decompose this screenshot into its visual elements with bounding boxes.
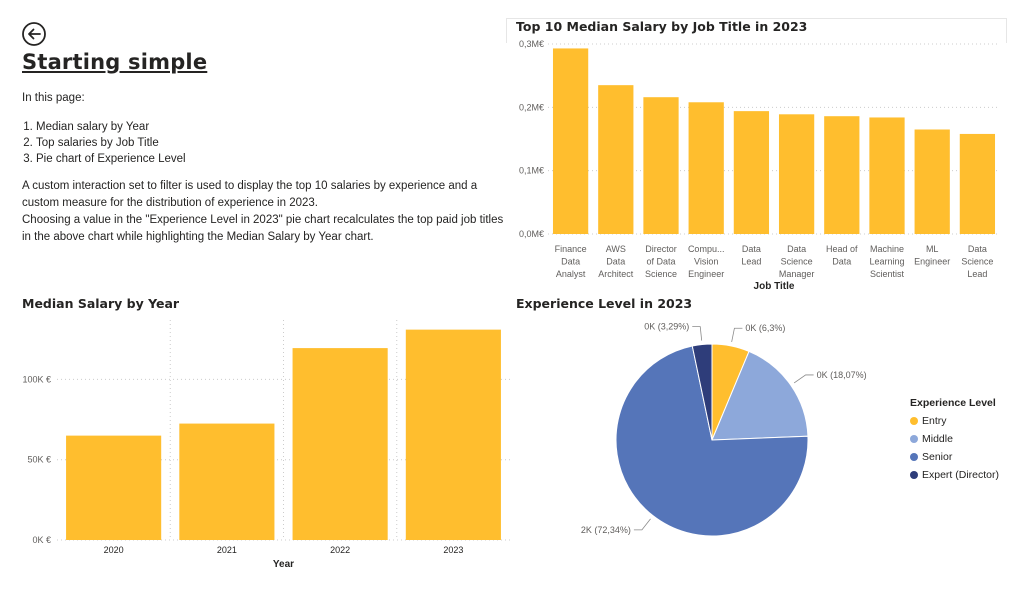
- back-arrow-icon[interactable]: [21, 21, 47, 47]
- legend-item[interactable]: Entry: [910, 415, 999, 427]
- list-item: Pie chart of Experience Level: [36, 151, 186, 167]
- x-tick-label: Lead: [967, 269, 987, 279]
- y-tick-label: 0,1M€: [519, 166, 544, 176]
- x-axis-label: Job Title: [754, 281, 795, 292]
- leader-line: [633, 518, 651, 531]
- legend-item[interactable]: Expert (Director): [910, 469, 999, 481]
- legend-swatch: [910, 453, 918, 461]
- bar[interactable]: [824, 116, 860, 234]
- bar[interactable]: [733, 111, 770, 234]
- page-title: Starting simple: [22, 50, 208, 74]
- legend-title: Experience Level: [910, 397, 996, 409]
- x-tick-label: AWS: [606, 244, 626, 254]
- data-label: 0K (6,3%): [745, 323, 785, 333]
- y-tick-label: 0,0M€: [519, 229, 544, 239]
- x-tick-label: of Data: [646, 257, 675, 267]
- intro-text: In this page:: [22, 92, 85, 104]
- description-paragraph: Choosing a value in the "Experience Leve…: [22, 214, 504, 243]
- experience-pie-chart[interactable]: 0K (6,3%) 0K (18,07%) 2K (72,34%) 0K (3,29%…: [560, 318, 900, 568]
- bar[interactable]: [959, 133, 996, 234]
- bar[interactable]: [66, 435, 162, 540]
- x-tick-label: Compu...: [688, 244, 725, 254]
- x-tick-label: Data: [787, 244, 806, 254]
- legend-swatch: [910, 435, 918, 443]
- pie-slice[interactable]: [615, 345, 809, 537]
- leader-line: [692, 326, 703, 341]
- pie-slice[interactable]: [711, 350, 809, 441]
- data-label: 2K (72,34%): [581, 525, 631, 535]
- bar[interactable]: [552, 48, 589, 234]
- x-tick-label: Science: [781, 257, 813, 267]
- job-title-bar-chart[interactable]: 0,0M€ 0,1M€ 0,2M€ 0,3M€ Finance Data Analyst AW…: [506, 34, 1006, 294]
- x-tick-label: Data: [968, 244, 987, 254]
- pie-slice[interactable]: [691, 343, 713, 441]
- x-tick-label: Finance: [555, 244, 587, 254]
- y-tick-label: 100K €: [22, 374, 51, 384]
- x-tick-label: Engineer: [914, 257, 950, 267]
- data-label: 0K (18,07%): [817, 370, 867, 380]
- legend-swatch: [910, 417, 918, 425]
- x-tick-label: Science: [645, 269, 677, 279]
- bar[interactable]: [643, 97, 679, 234]
- x-tick-label: Scientist: [870, 269, 905, 279]
- bar[interactable]: [179, 423, 275, 540]
- x-tick-label: Architect: [598, 269, 634, 279]
- legend-label: Expert (Director): [922, 469, 1000, 481]
- x-tick-label: Vision: [694, 257, 718, 267]
- x-tick-label: Manager: [779, 269, 815, 279]
- legend-label: Middle: [922, 433, 953, 445]
- year-bar-chart[interactable]: 0K € 50K € 100K € 2020 2021 2022 2023 Year: [10, 312, 515, 574]
- page-items-list: Median salary by Year Top salaries by Jo…: [22, 119, 186, 167]
- x-tick-label: 2023: [443, 545, 463, 555]
- list-item: Top salaries by Job Title: [36, 135, 186, 151]
- legend-label: Senior: [922, 451, 953, 463]
- legend-label: Entry: [922, 415, 947, 427]
- x-tick-label: Lead: [741, 257, 761, 267]
- leader-line: [731, 327, 743, 343]
- y-tick-label: 0,2M€: [519, 102, 544, 112]
- bar[interactable]: [914, 129, 950, 235]
- x-tick-label: Science: [961, 257, 993, 267]
- data-label: 0K (3,29%): [644, 322, 689, 332]
- bar[interactable]: [598, 85, 634, 234]
- bar[interactable]: [405, 329, 501, 540]
- job-title-chart-frame: [506, 18, 1007, 43]
- bar[interactable]: [688, 102, 724, 235]
- x-axis-label: Year: [273, 559, 294, 570]
- page-description: A custom interaction set to filter is us…: [22, 178, 512, 246]
- x-tick-label: Data: [742, 244, 761, 254]
- experience-chart-title: Experience Level in 2023: [516, 296, 693, 311]
- x-tick-label: Head of: [826, 244, 858, 254]
- x-tick-label: Machine: [870, 244, 904, 254]
- year-chart-title: Median Salary by Year: [22, 296, 180, 311]
- experience-legend: Experience Level Entry Middle Senior Expert…: [910, 397, 999, 481]
- list-item: Median salary by Year: [36, 119, 186, 135]
- x-tick-label: ML: [926, 244, 939, 254]
- description-paragraph: A custom interaction set to filter is us…: [22, 180, 478, 209]
- legend-item[interactable]: Senior: [910, 451, 999, 463]
- x-tick-label: 2022: [330, 545, 350, 555]
- bar[interactable]: [778, 114, 815, 234]
- x-tick-label: 2020: [104, 545, 124, 555]
- x-tick-label: Engineer: [688, 269, 724, 279]
- y-tick-label: 0,3M€: [519, 39, 544, 49]
- x-tick-label: Data: [832, 257, 851, 267]
- y-tick-label: 0K €: [32, 535, 51, 545]
- leader-line: [793, 374, 814, 384]
- x-tick-label: Data: [561, 257, 580, 267]
- x-tick-label: Analyst: [556, 269, 586, 279]
- bar[interactable]: [292, 348, 388, 540]
- legend-swatch: [910, 471, 918, 479]
- legend-item[interactable]: Middle: [910, 433, 999, 445]
- bar[interactable]: [869, 117, 905, 234]
- x-tick-label: 2021: [217, 545, 237, 555]
- x-tick-label: Director: [645, 244, 677, 254]
- y-tick-label: 50K €: [27, 455, 51, 465]
- x-tick-label: Data: [606, 257, 625, 267]
- x-tick-label: Learning: [869, 257, 904, 267]
- job-title-chart-title: Top 10 Median Salary by Job Title in 202…: [516, 19, 808, 34]
